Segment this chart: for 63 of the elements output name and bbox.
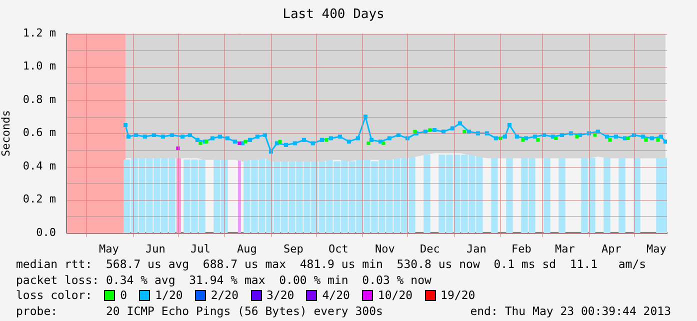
legend-label: 10/20 xyxy=(378,288,413,304)
x-tick-label: Jul xyxy=(190,242,210,256)
text: median rtt: 568.7 us avg 688.7 us max 481.9 us min 530.8 us now 0.1 ms sd 11.1 am/s xyxy=(16,257,648,272)
legend-label: 4/20 xyxy=(322,288,350,304)
point xyxy=(366,141,370,146)
y-tick-label: 0.8 m xyxy=(22,92,56,106)
bar xyxy=(558,158,566,233)
point xyxy=(462,130,466,134)
text: end: Thu May 23 00:39:44 2013 xyxy=(470,304,671,319)
point xyxy=(278,140,282,144)
bar xyxy=(506,158,513,233)
x-tick-label: Aug xyxy=(237,242,257,256)
x-tick-label: Sep xyxy=(284,242,304,256)
y-tick-label: 1.2 m xyxy=(22,26,56,40)
legend-label: 19/20 xyxy=(440,288,476,304)
bar xyxy=(618,158,626,233)
y-tick-label: 0.0 xyxy=(36,226,56,239)
chart-title: Last 400 Days xyxy=(282,7,384,22)
point xyxy=(176,146,180,150)
x-tick-label: Oct xyxy=(328,242,348,256)
text: packet loss: 0.34 % avg 31.94 % max 0.00 % min 0.03 % now xyxy=(16,272,432,288)
y-tick-label: 0.2 m xyxy=(22,192,56,206)
legend-label: 3/20 xyxy=(266,288,294,304)
point xyxy=(324,138,328,142)
bar xyxy=(424,154,430,233)
x-tick-label: Apr xyxy=(602,242,622,256)
bar xyxy=(634,158,640,233)
bar xyxy=(544,158,550,233)
x-tick-label: Nov xyxy=(375,242,396,256)
x-tick-label: Mar xyxy=(555,242,576,256)
point xyxy=(428,128,432,132)
bar xyxy=(604,158,610,233)
x-tick-label: Jun xyxy=(146,242,166,256)
point xyxy=(238,141,242,146)
bar xyxy=(491,158,498,233)
point xyxy=(382,141,386,146)
point xyxy=(593,133,597,137)
y-tick-label: 0.6 m xyxy=(22,126,56,140)
point xyxy=(626,136,630,140)
point xyxy=(644,138,648,142)
x-tick-label: May xyxy=(99,242,120,256)
legend-label: 0 xyxy=(120,288,128,304)
point xyxy=(521,138,525,142)
point xyxy=(608,138,612,142)
x-tick-label: Feb xyxy=(512,242,532,256)
legend-label: 1/20 xyxy=(155,288,183,304)
legend-label: 2/20 xyxy=(210,288,239,304)
bar xyxy=(656,158,663,233)
x-tick-label: Dec xyxy=(420,242,440,256)
y-tick-label: 1.0 m xyxy=(22,60,56,73)
y-axis-title: Seconds xyxy=(0,110,12,156)
x-tick-label: May xyxy=(646,242,667,256)
y-tick-label: 0.4 m xyxy=(22,159,56,172)
point xyxy=(198,141,202,146)
x-tick-label: Jan xyxy=(466,242,486,256)
point xyxy=(244,140,248,144)
point xyxy=(656,138,660,142)
point xyxy=(498,136,502,140)
point xyxy=(536,138,540,142)
point xyxy=(575,134,579,138)
legend-title: loss color: xyxy=(16,288,92,304)
text: probe: 20 ICMP Echo Pings (56 Bytes) every 300s xyxy=(16,304,383,319)
point xyxy=(554,136,558,140)
